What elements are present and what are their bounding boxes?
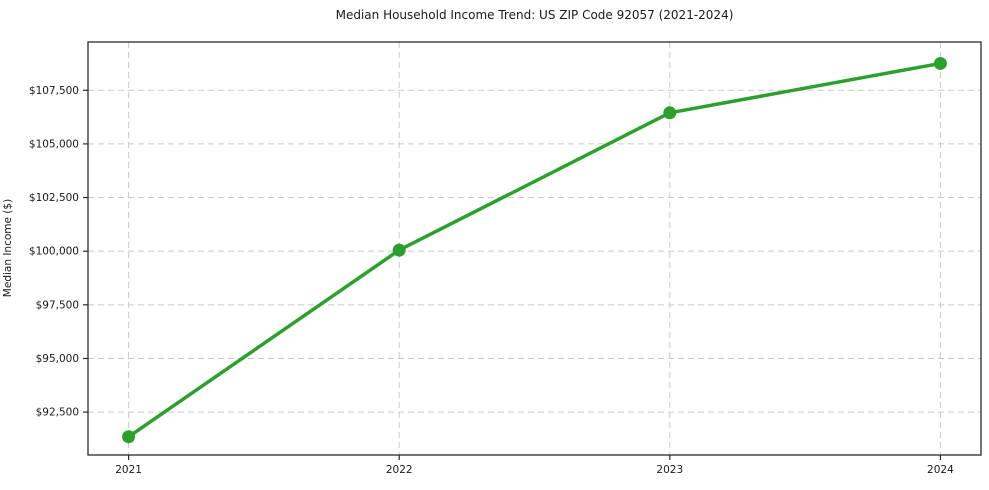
svg-text:2021: 2021 bbox=[115, 464, 142, 476]
data-series bbox=[122, 56, 947, 444]
plot-border bbox=[87, 41, 982, 456]
svg-text:$107,500: $107,500 bbox=[29, 85, 79, 97]
axis-ticks bbox=[83, 89, 942, 460]
svg-text:2023: 2023 bbox=[656, 464, 683, 476]
svg-text:$97,500: $97,500 bbox=[36, 299, 79, 311]
svg-text:2022: 2022 bbox=[386, 464, 413, 476]
svg-text:$105,000: $105,000 bbox=[29, 138, 79, 150]
svg-text:$102,500: $102,500 bbox=[29, 192, 79, 204]
gridlines bbox=[88, 42, 981, 455]
tick-labels: 2021 2022 2023 2024 $92,500 $95,000 $97,500 $10… bbox=[29, 85, 954, 476]
svg-text:$100,000: $100,000 bbox=[29, 246, 79, 258]
svg-text:$92,500: $92,500 bbox=[36, 407, 79, 419]
svg-text:2024: 2024 bbox=[927, 464, 954, 476]
chart-title: Median Household Income Trend: US ZIP Co… bbox=[335, 8, 734, 22]
svg-text:$95,000: $95,000 bbox=[36, 353, 79, 365]
